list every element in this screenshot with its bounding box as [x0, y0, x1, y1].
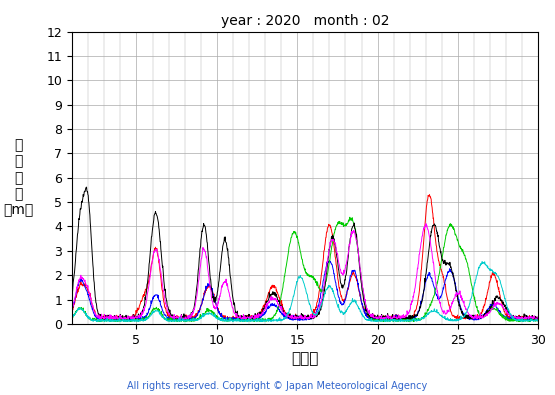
Title: year : 2020   month : 02: year : 2020 month : 02 — [221, 14, 390, 28]
Text: All rights reserved. Copyright © Japan Meteorological Agency: All rights reserved. Copyright © Japan M… — [128, 381, 427, 391]
Y-axis label: 有
義
波
高
（m）: 有 義 波 高 （m） — [4, 138, 34, 217]
X-axis label: （日）: （日） — [291, 351, 319, 366]
